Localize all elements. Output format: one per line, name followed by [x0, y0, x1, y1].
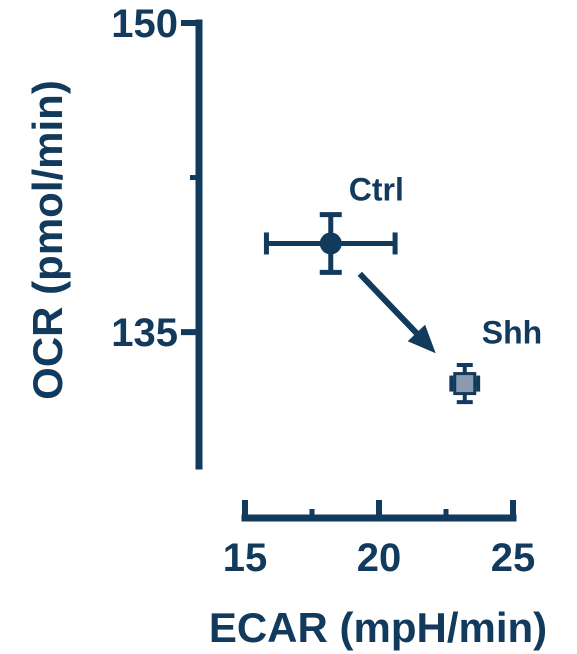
x-tick-label: 15 [223, 536, 268, 580]
x-axis-title: ECAR (mpH/min) [209, 604, 547, 651]
arrow-shaft [357, 271, 426, 343]
point-ctrl: Ctrl [263, 171, 404, 275]
y-tick-label: 135 [111, 311, 178, 355]
y-axis-title: OCR (pmol/min) [24, 80, 71, 400]
x-tick-label: 20 [357, 536, 402, 580]
marker-square [453, 372, 477, 396]
annotations [357, 271, 436, 354]
data-points: Ctrl Shh [263, 171, 542, 405]
point-label: Shh [482, 315, 542, 351]
x-axis [241, 500, 517, 522]
y-tick-label: 150 [111, 2, 178, 46]
arrow-head [407, 324, 436, 354]
point-shh: Shh [449, 315, 542, 405]
point-label: Ctrl [349, 171, 404, 207]
y-axis [181, 19, 203, 470]
x-tick-labels: 15 20 25 [223, 536, 536, 580]
x-tick-label: 25 [491, 536, 536, 580]
y-tick-labels: 135 150 [111, 2, 178, 355]
marker-circle [319, 232, 342, 255]
